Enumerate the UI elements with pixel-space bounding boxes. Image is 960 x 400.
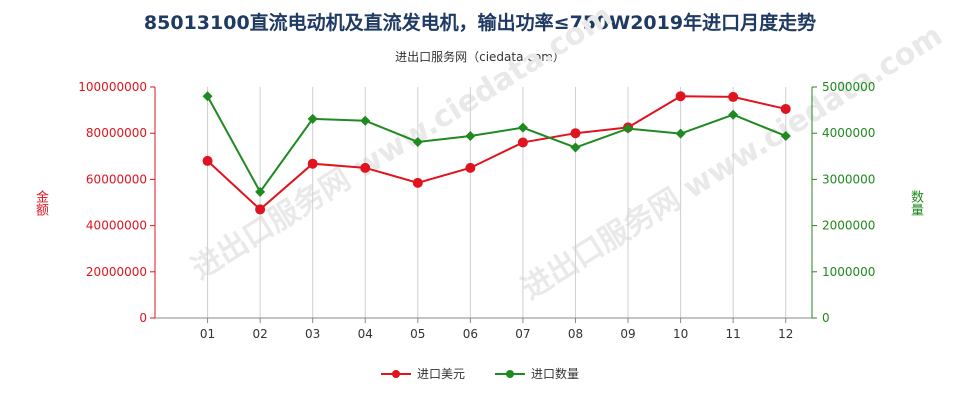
y-tick-label-right: 5000000 xyxy=(822,80,875,94)
x-tick-label: 07 xyxy=(515,327,530,341)
chart-subtitle: 进出口服务网（ciedata.com） xyxy=(395,50,565,64)
x-tick-label: 08 xyxy=(568,327,583,341)
series-line-amount xyxy=(206,95,786,211)
legend-label-amount: 进口美元 xyxy=(416,367,465,381)
legend: 进口美元 进口数量 xyxy=(0,365,960,382)
data-point-amount xyxy=(360,162,371,173)
data-point-amount xyxy=(202,155,213,166)
x-tick-label: 01 xyxy=(200,327,215,341)
legend-item-quantity[interactable]: 进口数量 xyxy=(495,365,579,382)
x-tick-label: 04 xyxy=(358,327,373,341)
legend-item-amount[interactable]: 进口美元 xyxy=(380,365,465,382)
data-point-quantity xyxy=(202,91,213,102)
data-point-quantity xyxy=(412,136,423,147)
y-tick-label-left: 80000000 xyxy=(86,126,147,140)
x-tick-label: 02 xyxy=(252,327,267,341)
data-point-quantity xyxy=(307,113,318,124)
watermark: 进出口服务网 www.ciedata.com xyxy=(516,18,949,307)
data-point-quantity xyxy=(360,115,371,126)
chart-title: 85013100直流电动机及直流发电机，输出功率≤750W2019年进口月度走势 xyxy=(143,12,817,34)
data-point-amount xyxy=(307,158,318,169)
y-tick-label-right: 4000000 xyxy=(822,126,875,140)
data-point-quantity xyxy=(255,186,266,197)
x-tick-label: 03 xyxy=(305,327,320,341)
y-tick-label-right: 0 xyxy=(822,311,830,325)
data-point-quantity xyxy=(465,130,476,141)
series-line-quantity xyxy=(206,95,787,194)
y-tick-label-right: 3000000 xyxy=(822,172,875,186)
x-tick-label: 09 xyxy=(620,327,635,341)
y-axis-left-label: 金额 xyxy=(33,190,48,216)
data-point-amount xyxy=(412,177,423,188)
x-tick-label: 10 xyxy=(673,327,688,341)
x-tick-label: 11 xyxy=(726,327,741,341)
data-point-quantity xyxy=(623,123,634,134)
data-point-quantity xyxy=(570,142,581,153)
y-tick-label-left: 60000000 xyxy=(86,172,147,186)
data-point-amount xyxy=(465,162,476,173)
legend-swatch-amount xyxy=(380,368,411,380)
data-point-amount xyxy=(255,204,266,215)
x-tick-label: 06 xyxy=(463,327,478,341)
y-tick-label-left: 0 xyxy=(139,311,147,325)
x-tick-label: 05 xyxy=(410,327,425,341)
data-point-amount xyxy=(780,103,791,114)
watermark: 进出口服务网 www.ciedata.com xyxy=(186,0,619,287)
y-tick-label-right: 1000000 xyxy=(822,265,875,279)
data-point-quantity xyxy=(517,122,528,133)
data-point-quantity xyxy=(780,130,791,141)
data-point-amount xyxy=(570,128,581,139)
y-tick-label-left: 100000000 xyxy=(78,80,147,94)
data-point-amount xyxy=(517,137,528,148)
data-point-quantity xyxy=(675,128,686,139)
legend-label-quantity: 进口数量 xyxy=(531,367,580,381)
y-tick-label-right: 2000000 xyxy=(822,219,875,233)
legend-swatch-quantity xyxy=(495,368,525,380)
data-point-amount xyxy=(728,91,739,102)
data-point-amount xyxy=(675,91,686,102)
x-tick-label: 12 xyxy=(778,327,793,341)
y-tick-label-left: 20000000 xyxy=(86,265,147,279)
y-tick-label-left: 40000000 xyxy=(86,219,147,233)
data-point-quantity xyxy=(728,109,739,120)
y-axis-right-label: 数量 xyxy=(908,190,923,216)
